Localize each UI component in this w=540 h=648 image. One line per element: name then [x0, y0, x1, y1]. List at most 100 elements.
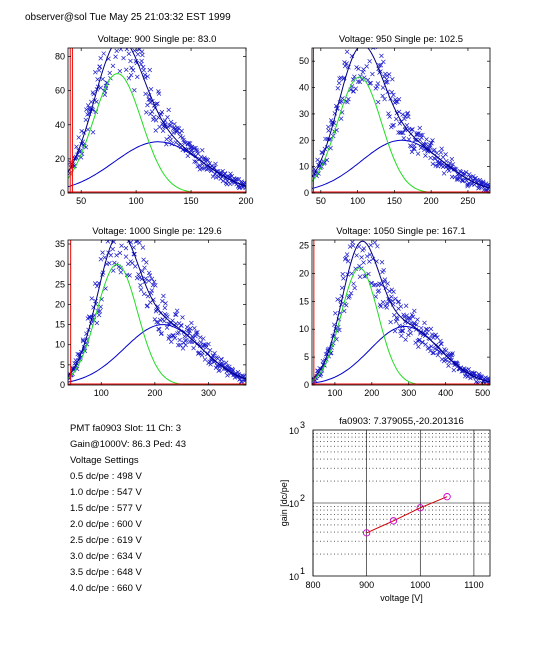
data-point: [98, 257, 104, 262]
data-point: [389, 294, 394, 300]
y-tick-exponent: 2: [300, 493, 305, 503]
data-point: [139, 58, 144, 64]
data-point: [370, 48, 376, 50]
data-point: [463, 169, 469, 175]
data-point: [156, 327, 162, 332]
data-point: [424, 137, 429, 142]
data-point: [396, 299, 402, 304]
y-tick-label: 20: [299, 268, 309, 278]
data-point: [359, 5, 363, 9]
data-point: [385, 281, 390, 286]
plot-title: Voltage: 900 Single pe: 83.0: [98, 34, 217, 45]
data-point: [432, 147, 437, 153]
data-point: [379, 259, 385, 265]
data-point: [362, 28, 366, 32]
data-point: [94, 320, 100, 326]
x-tick-label: 1100: [464, 580, 483, 590]
data-point: [418, 132, 424, 138]
data-point: [171, 333, 176, 338]
data-point: [485, 182, 490, 188]
data-point: [391, 92, 396, 98]
plot-frame: [67, 239, 247, 386]
data-point: [344, 49, 350, 54]
data-point: [151, 114, 157, 120]
data-point: [112, 23, 116, 27]
data-point: [198, 335, 203, 340]
data-point: [144, 260, 149, 265]
data-point: [354, 253, 359, 258]
data-point: [339, 99, 344, 104]
data-point: [391, 289, 396, 294]
voltage-setting-item: 4.0 dc/pe : 660 V: [70, 583, 142, 594]
data-point: [360, 69, 366, 75]
data-point: [368, 80, 373, 86]
x-tick-label: 100: [327, 388, 342, 398]
data-point: [195, 330, 200, 335]
x-tick-label: 50: [316, 196, 326, 206]
data-point: [367, 259, 372, 264]
data-point: [411, 146, 416, 152]
data-point: [180, 315, 185, 320]
data-point: [373, 86, 379, 91]
data-point: [394, 116, 399, 122]
header-text: observer@sol Tue May 25 21:03:32 EST 199…: [25, 12, 231, 23]
data-point: [419, 325, 424, 331]
data-point: [156, 91, 162, 96]
data-point: [147, 273, 153, 278]
data-point: [367, 58, 372, 64]
data-point: [168, 138, 173, 143]
plot-area: [68, 240, 246, 385]
y-tick-label: 15: [55, 320, 65, 330]
data-point: [146, 270, 152, 276]
data-point: [189, 320, 194, 326]
data-point: [434, 150, 440, 156]
histogram-panel-900v: Voltage: 900 Single pe: 83.0 50 100 150 200 0…: [55, 23, 254, 206]
data-point: [427, 142, 433, 148]
data-point: [337, 327, 342, 333]
data-point: [350, 240, 355, 245]
data-point: [446, 363, 451, 369]
data-point: [356, 213, 360, 217]
data-point: [436, 160, 442, 165]
data-point: [439, 146, 444, 152]
data-point: [452, 167, 458, 172]
data-point: [157, 317, 163, 323]
plot-title: Voltage: 950 Single pe: 102.5: [339, 34, 463, 45]
y-tick-label: 60: [55, 86, 65, 96]
data-point: [151, 117, 156, 122]
data-point: [76, 135, 81, 140]
x-axis-label: voltage [V]: [380, 593, 423, 603]
gain-info-line: Gain@1000V: 86.3 Ped: 43: [70, 439, 186, 450]
data-point: [372, 25, 376, 29]
plot-frame: [311, 47, 491, 194]
data-point: [206, 341, 211, 347]
data-point: [375, 244, 380, 249]
data-point: [351, 281, 356, 286]
single-pe-fit-curve: [312, 76, 490, 193]
data-point: [318, 371, 324, 377]
data-point: [429, 344, 434, 349]
y-tick-label: 0: [304, 380, 309, 390]
data-point: [429, 332, 435, 337]
data-point: [361, 246, 367, 251]
data-point: [385, 73, 390, 78]
data-point: [201, 166, 207, 171]
plot-frame: [67, 47, 247, 194]
data-point: [359, 255, 364, 260]
data-point: [446, 168, 452, 174]
x-tick-label: 100: [94, 388, 109, 398]
data-point: [406, 332, 411, 338]
data-point: [400, 112, 405, 117]
data-point: [235, 176, 240, 182]
data-point: [155, 101, 160, 106]
data-point: [356, 66, 361, 72]
data-point: [145, 303, 150, 308]
data-point: [126, 75, 132, 81]
data-point: [219, 357, 224, 362]
pmt-info-block: PMT fa0903 Slot: 11 Ch: 3 Gain@1000V: 86…: [70, 423, 186, 594]
data-point: [124, 48, 130, 52]
data-point: [148, 86, 154, 92]
data-point: [160, 298, 165, 304]
data-point: [398, 304, 404, 309]
